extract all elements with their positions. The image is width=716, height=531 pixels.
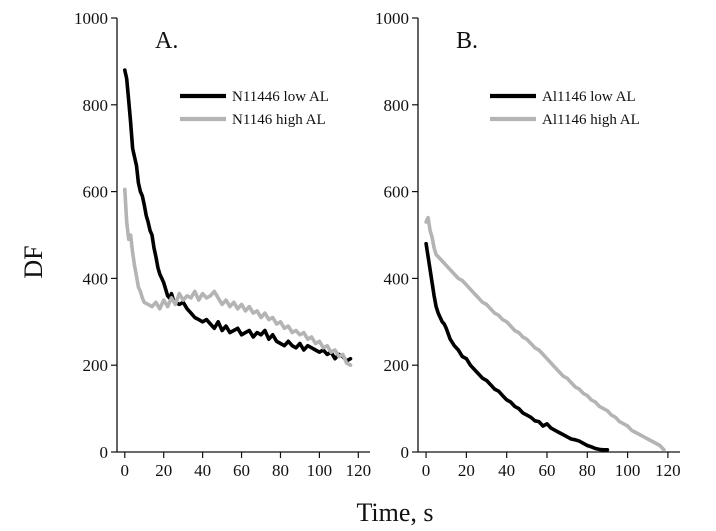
y-tick-label: 800 [384,96,410,115]
legend-label: Al1146 low AL [542,89,636,105]
x-tick-label: 20 [458,461,475,480]
legend: Al1146 low AL Al1146 high AL [490,89,640,128]
series-line-low-al [123,68,353,363]
y-tick-label: 400 [83,269,109,288]
x-tick-label: 20 [155,461,172,480]
x-tick-label: 100 [615,461,641,480]
legend-label: Al1146 high AL [542,112,640,128]
x-axis-title: Time, s [356,498,433,527]
legend-label: N11446 low AL [232,89,329,105]
x-tick-label: 80 [579,461,596,480]
series-line-high-al [424,215,666,452]
y-tick-label: 800 [83,96,109,115]
x-tick-label: 120 [655,461,681,480]
y-tick-label: 600 [83,183,109,202]
x-tick-label: 0 [422,461,431,480]
x-tick-label: 40 [498,461,515,480]
series-line-high-al [123,187,353,368]
x-tick-label: 60 [233,461,250,480]
x-tick-label: 40 [194,461,211,480]
x-tick-label: 100 [307,461,333,480]
legend-label: N1146 high AL [232,112,326,128]
panel-a: 0 200 400 600 800 1000 0 20 40 60 80 100 120 A. N11446… [74,9,371,480]
series-line-low-al [424,241,610,452]
y-tick-label: 0 [401,443,410,462]
panel-letter: A. [155,28,178,54]
y-tick-label: 200 [384,356,410,375]
y-tick-label: 200 [83,356,109,375]
x-tick-label: 0 [121,461,130,480]
y-tick-label: 400 [384,269,410,288]
y-tick-label: 1000 [375,9,409,28]
x-tick-label: 80 [272,461,289,480]
y-tick-label: 0 [100,443,109,462]
y-axis-title: DF [19,245,48,278]
panel-letter: B. [456,28,478,54]
x-tick-label: 120 [346,461,372,480]
x-tick-label: 60 [538,461,555,480]
legend: N11446 low AL N1146 high AL [180,89,329,128]
y-tick-label: 600 [384,183,410,202]
y-tick-label: 1000 [74,9,108,28]
panel-b: 0 200 400 600 800 1000 0 20 40 60 80 100 120 B. Al1146… [375,9,681,480]
